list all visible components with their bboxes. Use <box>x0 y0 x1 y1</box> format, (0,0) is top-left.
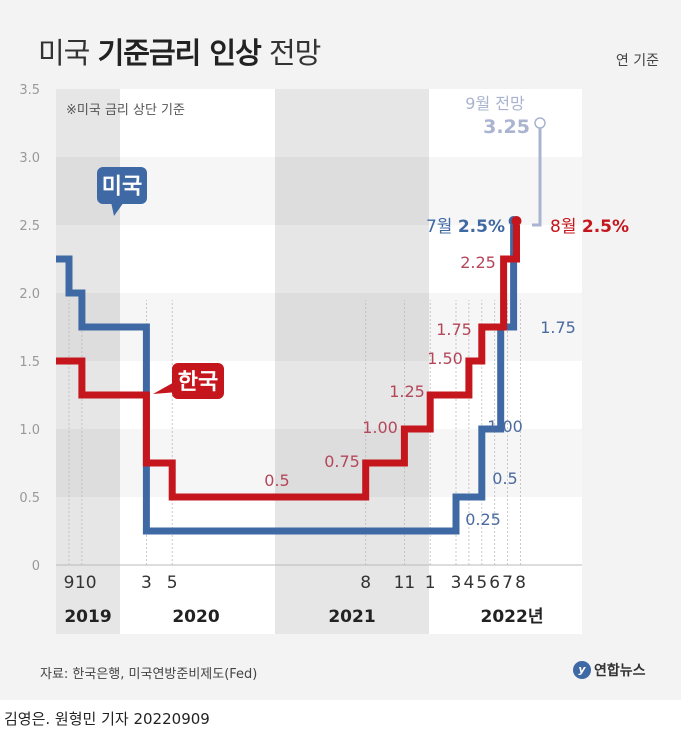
korea-value-label: 1.25 <box>389 382 425 401</box>
x-tick-label: 6 <box>489 573 500 593</box>
x-tick-label: 7 <box>502 573 513 593</box>
us-legend-label: 미국 <box>102 175 142 200</box>
korea-value-label: 0.75 <box>324 452 360 471</box>
korea-end-dot <box>511 216 522 226</box>
korea-callout-tail <box>153 380 178 394</box>
rate-chart: 00.51.01.52.02.53.03.59 10 3 5 8 11 1 3 4 5 6 7 8201… <box>19 83 629 634</box>
forecast-dot <box>534 117 546 129</box>
credit-line: 김영은. 원형민 기자 20220909 <box>4 710 210 728</box>
korea-callout <box>172 363 224 399</box>
x-tick-label: 3 <box>451 573 462 593</box>
korea-rate-line <box>56 225 520 501</box>
korea-value-label: 0.5 <box>264 471 289 490</box>
year-label: 2019 <box>64 607 111 627</box>
unit-label: 연 기준 <box>615 53 659 69</box>
y-tick-label: 1.5 <box>19 355 40 370</box>
us-callout <box>97 167 147 204</box>
korea-legend-label: 한국 <box>178 370 218 395</box>
us-end-label-value: 2.5% <box>458 217 505 237</box>
us-value-label: 1.75 <box>540 318 576 337</box>
y-tick-label: 3.0 <box>19 151 40 166</box>
x-tick-label: 11 <box>394 573 416 593</box>
us-value-label: 0.25 <box>465 510 501 529</box>
note-text: ※미국 금리 상단 기준 <box>66 103 185 118</box>
x-tick-label: 5 <box>167 573 178 593</box>
y-tick-label: 0.5 <box>19 491 40 506</box>
korea-end-label: 8월 2.5% <box>550 217 629 237</box>
korea-value-label: 1.50 <box>427 349 463 368</box>
x-tick-label: 10 <box>75 573 97 593</box>
forecast-line <box>532 123 542 227</box>
korea-end-label-value: 2.5% <box>582 217 629 237</box>
us-value-label: 0.5 <box>492 469 517 488</box>
year-label: 2022년 <box>481 607 544 627</box>
x-tick-label: 5 <box>476 573 487 593</box>
korea-value-label: 2.25 <box>460 253 496 272</box>
logo-globe-icon: y <box>573 661 591 679</box>
us-end-label: 7월 2.5% <box>426 217 505 237</box>
forecast-value: 3.25 <box>483 116 530 138</box>
year-band <box>275 89 429 634</box>
x-tick-label: 8 <box>515 573 526 593</box>
y-tick-label: 2.0 <box>19 287 40 302</box>
forecast-label: 9월 전망 <box>465 94 525 113</box>
source-note: 자료: 한국은행, 미국연방준비제도(Fed) <box>40 667 258 682</box>
year-band <box>429 89 582 634</box>
y-tick-label: 2.5 <box>19 219 40 234</box>
us-end-label-month: 7월 <box>426 217 458 237</box>
y-tick-label: 0 <box>32 559 40 574</box>
x-tick-label: 9 <box>64 573 75 593</box>
yonhap-logo: y 연합뉴스 <box>573 660 646 680</box>
y-tick-label: 3.5 <box>19 83 40 98</box>
us-rate-line <box>56 225 518 535</box>
x-tick-label: 4 <box>463 573 474 593</box>
x-tick-label: 8 <box>360 573 371 593</box>
korea-end-label-month: 8월 <box>550 217 582 237</box>
chart-title: 미국 기준금리 인상 전망 <box>38 36 321 70</box>
us-value-label: 1.00 <box>487 417 523 436</box>
us-callout-tail <box>111 202 124 216</box>
x-tick-label: 1 <box>425 573 436 593</box>
korea-value-label: 1.75 <box>436 320 472 339</box>
x-tick-label: 3 <box>141 573 152 593</box>
year-label: 2020 <box>172 607 219 627</box>
year-label: 2021 <box>328 607 375 627</box>
korea-value-label: 1.00 <box>362 418 398 437</box>
y-tick-label: 1.0 <box>19 423 40 438</box>
